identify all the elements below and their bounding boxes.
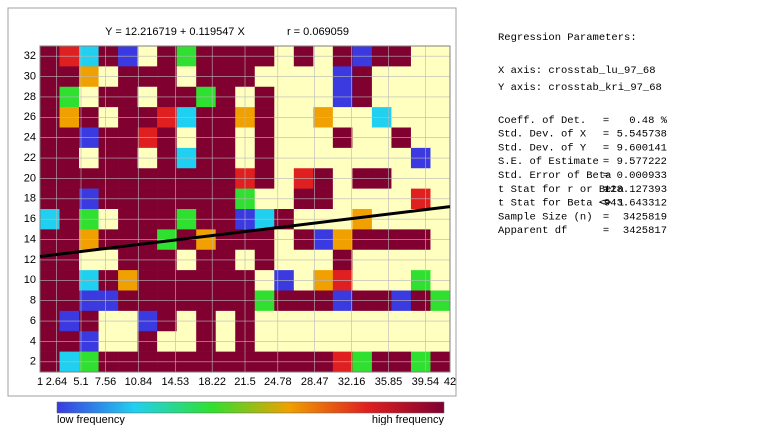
param-label: Std. Dev. of Y [498,142,587,154]
param-label: Sample Size (n) [498,211,593,223]
param-value: 128.127393 [604,184,667,196]
y-tick-label: 14 [24,233,36,245]
y-tick-label: 30 [24,70,36,82]
y-axis-info: Y axis: crosstab_kri_97_68 [498,82,662,94]
x-tick-label: 2.64 [46,376,67,388]
param-equals: = [603,115,609,127]
y-tick-label: 4 [30,335,36,347]
param-value: 3425817 [623,225,667,237]
y-tick-label: 12 [24,254,36,266]
x-tick-label: 18.22 [198,376,226,388]
param-label: Apparent df [498,225,567,237]
y-tick-label: 6 [30,315,36,327]
y-tick-label: 10 [24,274,36,286]
param-label: t Stat for r or Beta [498,184,624,196]
param-value: 9.577222 [617,156,667,168]
x-tick-label: 7.56 [95,376,116,388]
y-tick-label: 32 [24,50,36,62]
y-tick-label: 20 [24,172,36,184]
param-equals: = [603,225,609,237]
x-axis-info: X axis: crosstab_lu_97_68 [498,65,656,77]
param-equals: = [603,156,609,168]
param-label: t Stat for Beta <> 1 [498,198,624,210]
param-equals: = [603,211,609,223]
x-tick-label: 5.1 [73,376,88,388]
param-value: -943.643312 [598,198,667,210]
y-tick-label: 28 [24,91,36,103]
regression-equation: Y = 12.216719 + 0.119547 X [105,26,245,38]
colorbar-low-label: low frequency [57,414,125,425]
param-label: Std. Error of Beta [498,170,611,182]
x-tick-label: 1 [37,376,43,388]
colorbar-high-label: high frequency [372,414,445,425]
x-tick-label: 10.84 [125,376,153,388]
x-tick-label: 24.78 [264,376,292,388]
regression-line [39,205,451,259]
param-equals: = [603,184,609,196]
x-tick-label: 21.5 [234,376,255,388]
correlation: r = 0.069059 [287,26,349,38]
y-tick-label: 16 [24,213,36,225]
param-equals: = [603,142,609,154]
y-tick-label: 22 [24,152,36,164]
param-equals: = [603,129,609,141]
param-equals: = [603,198,609,210]
y-tick-label: 8 [30,295,36,307]
param-value: 0.48 % [629,115,668,127]
param-label: Coeff. of Det. [498,115,586,127]
x-tick-label: 32.16 [338,376,366,388]
colorbar [56,401,445,414]
param-equals: = [603,170,609,182]
param-value: 0.000933 [617,170,667,182]
x-tick-label: 14.53 [162,376,190,388]
param-value: 3425819 [623,211,667,223]
y-tick-label: 26 [24,111,36,123]
x-tick-label: 35.85 [375,376,403,388]
param-label: Std. Dev. of X [498,129,587,141]
x-tick-label: 39.54 [412,376,440,388]
x-tick-label: 28.47 [301,376,329,388]
y-tick-label: 2 [30,356,36,368]
param-label: S.E. of Estimate [498,156,599,168]
x-tick-label: 42 [444,376,456,388]
plot-border [39,45,451,373]
y-tick-label: 24 [24,132,36,144]
param-value: 9.600141 [617,142,667,154]
panel-title: Regression Parameters: [498,32,637,44]
y-tick-label: 18 [24,193,36,205]
param-value: 5.545738 [617,129,667,141]
